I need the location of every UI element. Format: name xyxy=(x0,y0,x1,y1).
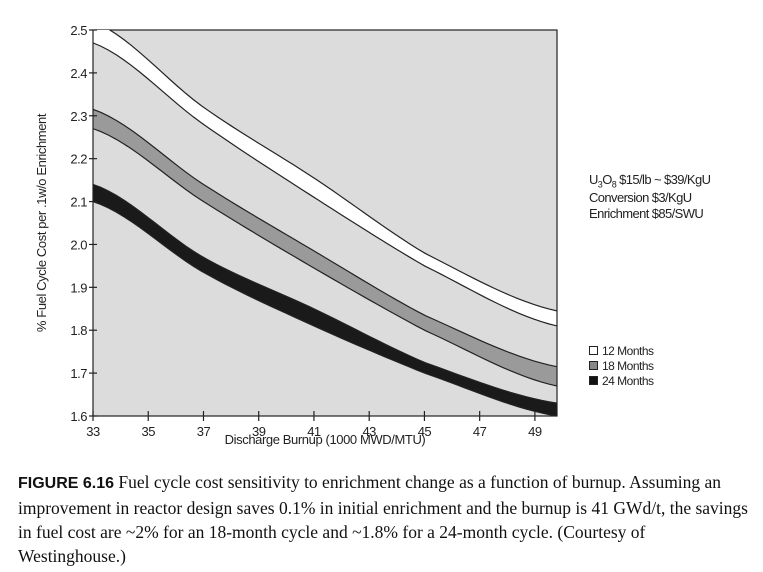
legend-swatch-gray xyxy=(589,361,598,370)
x-tick-label: 33 xyxy=(86,424,100,439)
y-tick-label: 2.3 xyxy=(70,109,87,124)
y-tick-label: 1.9 xyxy=(70,280,87,295)
y-tick-label: 2.1 xyxy=(70,195,87,210)
y-tick-label: 1.6 xyxy=(70,409,87,424)
legend: 12 Months 18 Months 24 Months xyxy=(589,344,654,389)
price-note-enrichment: Enrichment $85/SWU xyxy=(589,206,704,221)
price-note-u3o8: U3O8 $15/lb ~ $39/KgU xyxy=(589,172,711,193)
legend-label: 12 Months xyxy=(602,344,654,358)
x-tick-label: 37 xyxy=(197,424,211,439)
u3o8-sub1: 3 xyxy=(597,179,603,190)
y-tick-label: 1.7 xyxy=(70,366,87,381)
x-tick-label: 47 xyxy=(473,424,487,439)
y-axis-label: % Fuel Cycle Cost per .1w/o Enrichment xyxy=(34,113,49,332)
y-tick-label: 1.8 xyxy=(70,323,87,338)
figure-caption: FIGURE 6.16 Fuel cycle cost sensitivity … xyxy=(18,470,748,568)
u3o8-price: $15/lb ~ $39/KgU xyxy=(616,172,711,187)
legend-item-12-months: 12 Months xyxy=(589,344,654,359)
y-tick-label: 2.4 xyxy=(70,66,87,81)
legend-swatch-white xyxy=(589,346,598,355)
band-12-months xyxy=(93,30,557,327)
u3o8-u: U xyxy=(589,172,598,187)
price-note-conversion: Conversion $3/KgU xyxy=(589,190,692,205)
legend-swatch-black xyxy=(589,376,598,385)
caption-text: Fuel cycle cost sensitivity to enrichmen… xyxy=(18,472,748,566)
band-24-months xyxy=(93,183,557,416)
x-axis-label: Discharge Burnup (1000 MWD/MTU) xyxy=(225,432,426,447)
y-tick-label: 2.0 xyxy=(70,237,87,252)
x-tick-label: 45 xyxy=(418,424,432,439)
chart: 33 35 37 39 41 43 45 47 49 1.6 1.7 1.8 1.9 2.0 2.1 2.2… xyxy=(34,23,558,447)
x-tick-label: 35 xyxy=(142,424,156,439)
y-tick-label: 2.5 xyxy=(70,23,87,38)
legend-item-18-months: 18 Months xyxy=(589,359,654,374)
figure-label: FIGURE 6.16 xyxy=(18,475,115,492)
y-tick-label: 2.2 xyxy=(70,152,87,167)
band-18-months xyxy=(93,108,557,387)
x-tick-label: 43 xyxy=(362,424,376,439)
legend-item-24-months: 24 Months xyxy=(589,374,654,389)
legend-label: 24 Months xyxy=(602,374,654,388)
u3o8-sub2: 8 xyxy=(611,179,617,190)
legend-label: 18 Months xyxy=(602,359,654,373)
x-tick-label: 41 xyxy=(307,424,321,439)
u3o8-o: O xyxy=(602,172,612,187)
x-tick-label: 49 xyxy=(528,424,542,439)
x-tick-label: 39 xyxy=(252,424,266,439)
